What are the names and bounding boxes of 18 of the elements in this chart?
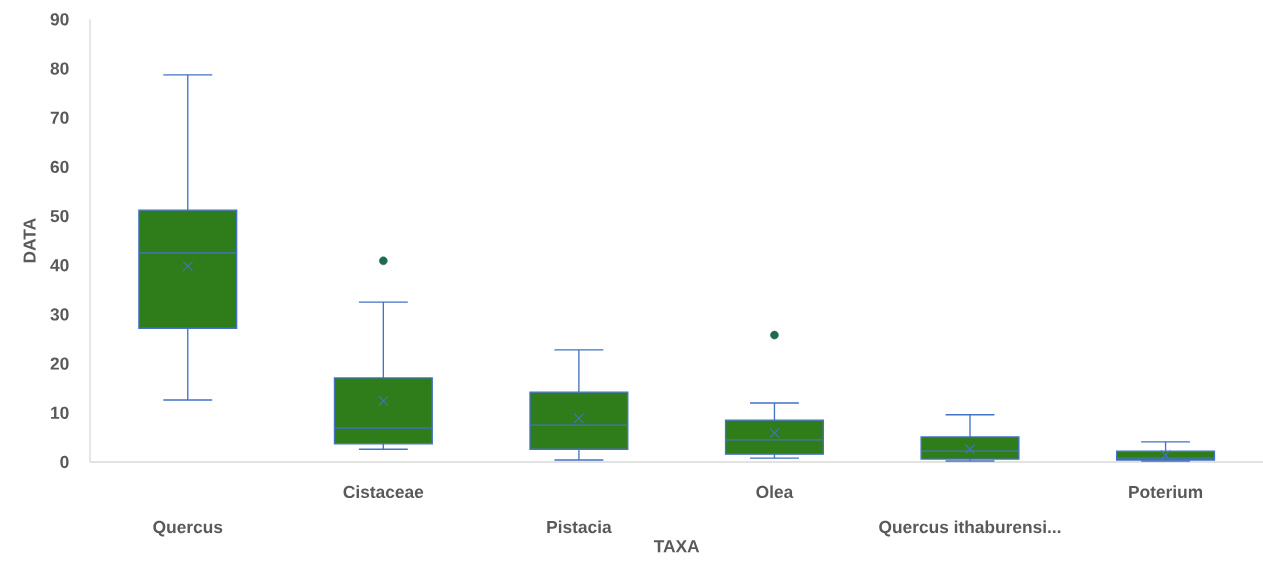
y-tick-label: 10 xyxy=(51,406,69,419)
x-tick-label: Quercus ithaburensi... xyxy=(879,520,1061,537)
y-tick-label: 90 xyxy=(50,13,69,26)
x-tick-label: Cistaceae xyxy=(343,485,424,499)
x-tick-label: Pistacia xyxy=(547,520,612,534)
x-tick-label: Olea xyxy=(756,485,794,499)
y-tick-label: 60 xyxy=(50,160,69,174)
x-tick-label: Quercus xyxy=(153,520,223,537)
y-tick-label: 40 xyxy=(50,259,69,272)
x-tick-label: Poterium xyxy=(1129,485,1203,499)
y-tick-label: 80 xyxy=(50,62,69,75)
x-axis-title: TAXA xyxy=(653,540,700,553)
y-axis-title: DATA xyxy=(23,218,36,263)
y-tick-label: 70 xyxy=(50,111,69,124)
y-tick-label: 30 xyxy=(50,308,69,321)
y-tick-label: 50 xyxy=(50,209,69,223)
y-tick-label: 0 xyxy=(60,455,69,469)
y-tick-label: 20 xyxy=(50,357,69,370)
